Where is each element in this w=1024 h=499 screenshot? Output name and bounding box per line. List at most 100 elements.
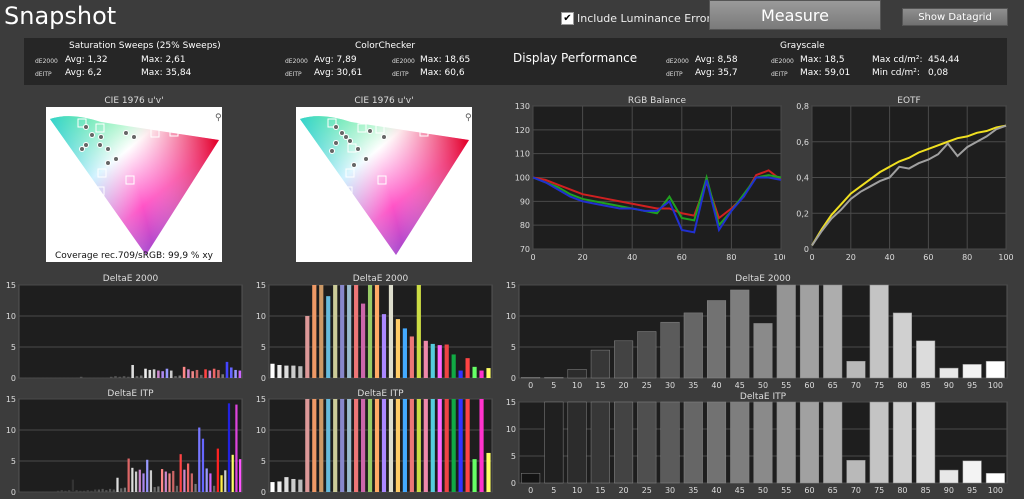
- gsITP-xtick-label: 20: [618, 486, 628, 495]
- sat2000-ytick-label: 10: [6, 312, 16, 321]
- sat2000-bar: [225, 361, 229, 378]
- rgb-ytick-label: 130: [515, 102, 530, 111]
- ccITP-bar: [465, 399, 470, 492]
- satITP-bar: [235, 404, 238, 492]
- grayscale-title: Grayscale: [780, 41, 825, 51]
- satITP-bar: [224, 470, 227, 492]
- gs2000-bar: [892, 312, 912, 379]
- cc2000-bar: [430, 343, 435, 378]
- gsITP-xtick-label: 35: [688, 486, 698, 495]
- cc2000-bar: [486, 368, 491, 378]
- saturation-de2000-max: Max: 2,61: [141, 55, 186, 65]
- gsITP-ytick-label: 5: [511, 452, 516, 461]
- max-luminance-label: Max cd/m²:: [872, 55, 923, 65]
- gsITP-xtick-label: 65: [828, 486, 838, 495]
- gs2000-xtick-label: 80: [897, 381, 907, 390]
- gs2000-bar: [823, 284, 843, 379]
- ccITP-bar: [374, 399, 380, 492]
- cc2000-bar: [395, 319, 401, 378]
- gsITP-xtick-label: 50: [758, 486, 768, 495]
- ccITP-bar: [479, 399, 484, 492]
- cc2000-bar: [312, 285, 317, 378]
- satITP-bar: [68, 490, 71, 492]
- measure-button[interactable]: Measure: [709, 0, 881, 30]
- cc2000-bar: [277, 364, 282, 378]
- ccITP-bar: [326, 399, 331, 492]
- sat2000-ytick-label: 0: [11, 374, 16, 383]
- colorchecker-de2000-chart: DeltaE 2000 0 5 10 15: [256, 274, 493, 383]
- ccITP-bar: [437, 399, 442, 492]
- eotf-chart: EOTF 0 0,2 0,4 0,6 0,8 0 20 40 60 80 100: [796, 96, 1013, 262]
- satITP-bar: [45, 491, 48, 492]
- ccITP-bar: [416, 399, 421, 492]
- cc2000-bar: [360, 303, 366, 378]
- luminance-label: Include Luminance Error: [577, 12, 712, 25]
- gs2000-bar: [544, 377, 564, 379]
- sat2000-bar: [118, 376, 122, 378]
- satITP-bar: [101, 488, 104, 492]
- gsITP-bar: [590, 401, 610, 484]
- cie-right-title: CIE 1976 u'v': [354, 96, 414, 106]
- gs2000-xtick-label: 20: [618, 381, 628, 390]
- satITP-bar: [179, 454, 182, 492]
- satITP-bar: [146, 459, 149, 492]
- rgb-ytick-label: 110: [515, 150, 530, 159]
- gs2000-ytick-label: 0: [511, 374, 516, 383]
- cc2000-bar: [270, 363, 275, 378]
- ccITP-bar: [319, 399, 324, 492]
- gsITP-bar: [823, 401, 843, 484]
- cc2000-bar: [444, 344, 449, 378]
- show-datagrid-button[interactable]: Show Datagrid: [902, 8, 1008, 26]
- cc2000-bar: [319, 285, 324, 378]
- luminance-checkbox[interactable]: ✔: [561, 12, 574, 25]
- satITP-bar: [23, 491, 26, 492]
- sat2000-bar: [75, 377, 79, 378]
- gs2000-xtick-label: 75: [874, 381, 884, 390]
- cc2000-bar: [479, 370, 484, 378]
- cie-points-left: [79, 124, 137, 166]
- display-performance-title: Display Performance: [513, 51, 638, 65]
- satITP-bar: [34, 491, 37, 492]
- gsITP-xtick-label: 25: [642, 486, 652, 495]
- gsITP-bar: [544, 401, 564, 484]
- saturation-deitp-avg: Avg: 6,2: [65, 68, 102, 78]
- grayscale-de2000-max: Max: 18,5: [800, 55, 845, 65]
- sat2000-bar: [221, 374, 224, 378]
- satITP-bar: [75, 490, 78, 492]
- gs2000-xtick-label: 65: [828, 381, 838, 390]
- satITP-bar: [71, 479, 75, 492]
- ccITP-bar: [472, 459, 477, 492]
- satITP-bar: [198, 427, 201, 492]
- gs2000-xtick-label: 35: [688, 381, 698, 390]
- cc2000-bar: [374, 285, 380, 378]
- gsITP-xtick-label: 55: [781, 486, 791, 495]
- rgb-xtick-label: 100: [773, 253, 785, 262]
- cie-left-magnifier-icon[interactable]: ⚲: [215, 113, 222, 123]
- eotf-title: EOTF: [897, 96, 920, 106]
- saturation-title: Saturation Sweeps (25% Sweeps): [69, 41, 221, 51]
- rgb-xtick-label: 60: [677, 253, 687, 262]
- gs2000-bar: [521, 377, 541, 379]
- sat2000-bar: [92, 377, 96, 378]
- sat2000-ytick-label: 5: [11, 343, 16, 352]
- satITP-bar: [142, 473, 145, 492]
- gsITP-xtick-label: 60: [804, 486, 814, 495]
- gsITP-bar: [985, 473, 1005, 484]
- sat2000-bar: [127, 376, 130, 378]
- cie-right-magnifier-icon[interactable]: ⚲: [465, 113, 472, 123]
- gsITP-bar: [962, 460, 982, 484]
- sat2000-bar: [191, 371, 194, 378]
- ccITP-bar: [367, 399, 373, 492]
- satITP-bar: [205, 468, 208, 492]
- sat2000-bar: [144, 368, 147, 378]
- gsITP-xtick-label: 100: [988, 486, 1003, 495]
- gs2000-xtick-label: 100: [988, 381, 1003, 390]
- sat2000-bar: [88, 377, 92, 378]
- cc2000-bar: [347, 285, 352, 378]
- gs2000-xtick-label: 90: [944, 381, 954, 390]
- stats-panel: Saturation Sweeps (25% Sweeps) dE2000 Av…: [24, 38, 1007, 85]
- sat2000-bar: [97, 377, 100, 378]
- gs2000-xtick-label: 30: [665, 381, 675, 390]
- ccITP-bar: [270, 482, 275, 492]
- satITP-bar: [97, 489, 101, 492]
